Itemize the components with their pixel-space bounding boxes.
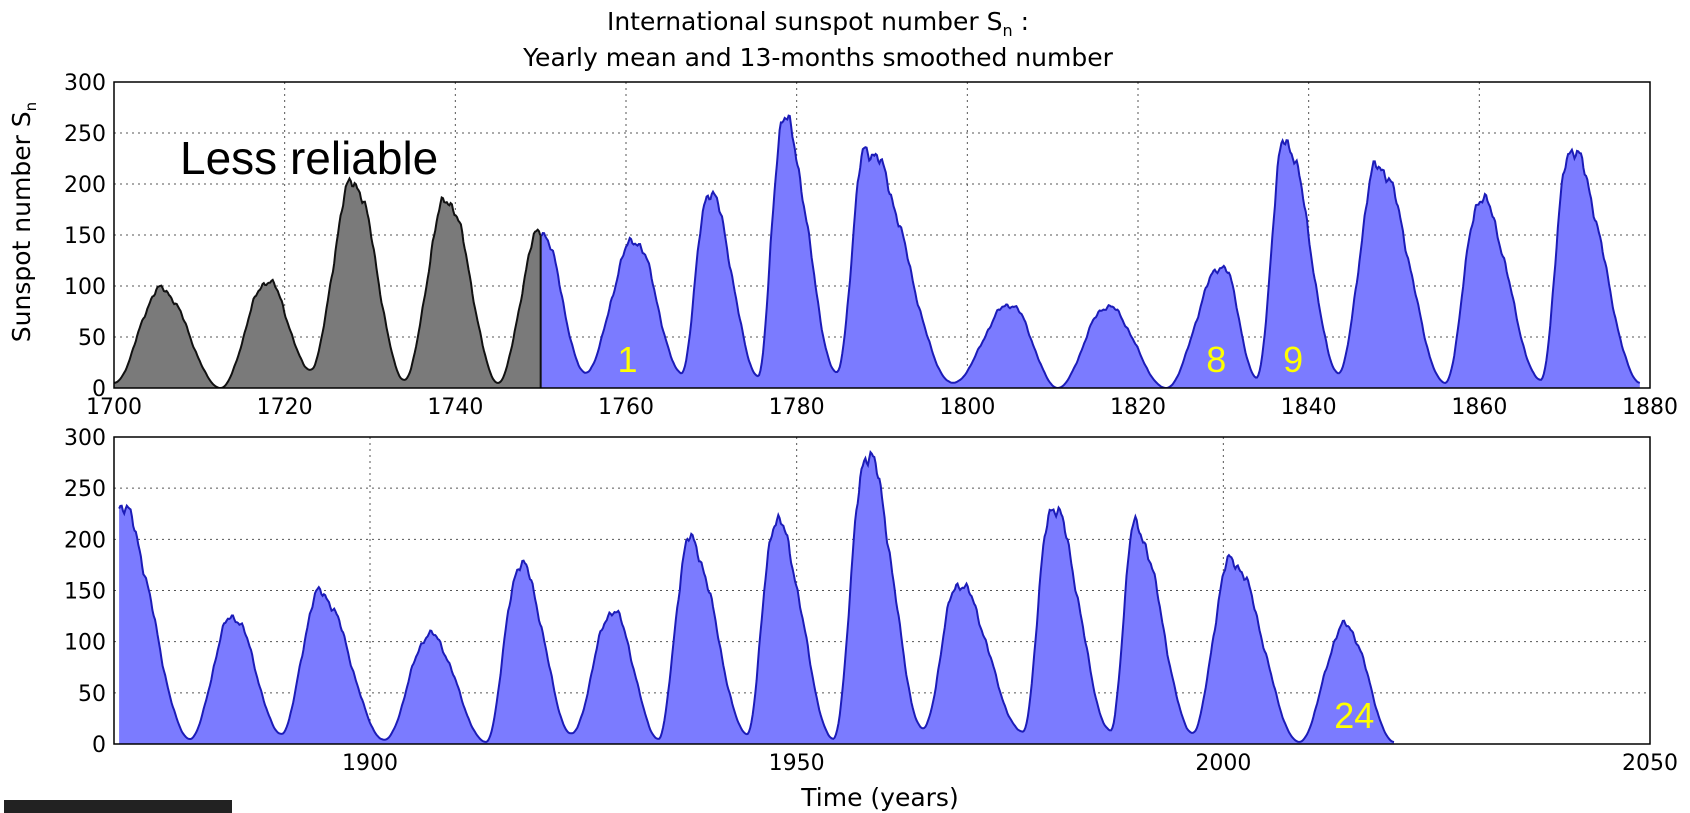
y-tick-label: 100 [64,631,106,656]
sunspot-series-line [540,114,1641,388]
x-tick-label: 1820 [1110,395,1166,420]
x-tick-label: 1900 [342,751,398,776]
sunspot-series-area [119,452,1395,744]
y-tick-label: 150 [64,580,106,605]
y-tick-label: 0 [92,377,106,402]
y-tick-label: 100 [64,275,106,300]
cycle-number-label: 9 [1283,339,1303,380]
cycle-number-label: 1 [617,339,637,380]
x-tick-label: 2050 [1622,751,1678,776]
cycle-number-label: 24 [1334,695,1374,736]
y-tick-label: 250 [64,477,106,502]
x-axis-label: Time (years) [800,783,958,812]
y-tick-label: 0 [92,733,106,758]
less-reliable-series-area [114,178,541,388]
x-tick-label: 2000 [1195,751,1251,776]
y-tick-label: 150 [64,224,106,249]
x-tick-label: 1780 [769,395,825,420]
x-tick-label: 1740 [427,395,483,420]
corner-strip [4,800,232,813]
x-tick-label: 1950 [769,751,825,776]
x-tick-label: 1840 [1281,395,1337,420]
less-reliable-annotation: Less reliable [180,132,438,184]
y-tick-label: 200 [64,173,106,198]
cycle-number-label: 8 [1206,339,1226,380]
y-axis-label: Sunspot number Sn [7,102,40,342]
sunspot-series-area [541,115,1640,388]
y-tick-label: 300 [64,71,106,96]
x-tick-label: 1860 [1451,395,1507,420]
x-tick-label: 1880 [1622,395,1678,420]
plot-frame [113,81,1651,389]
plot-frame [113,436,1651,745]
less-reliable-series-line [114,176,542,388]
y-tick-label: 200 [64,528,106,553]
sunspot-series-line [118,450,1395,743]
y-tick-label: 50 [78,682,106,707]
x-tick-label: 1800 [939,395,995,420]
y-tick-label: 250 [64,122,106,147]
chart-title-line1: International sunspot number Sn : [607,7,1029,40]
x-tick-label: 1720 [257,395,313,420]
bottom-panel: 0 50 100 150 200 250 300 1900 1950 2000 2050 24 [64,426,1678,776]
x-tick-label: 1700 [86,395,142,420]
y-tick-label: 300 [64,426,106,451]
y-tick-label: 50 [78,326,106,351]
chart-title-line2: Yearly mean and 13-months smoothed numbe… [522,43,1113,72]
x-tick-label: 1760 [598,395,654,420]
